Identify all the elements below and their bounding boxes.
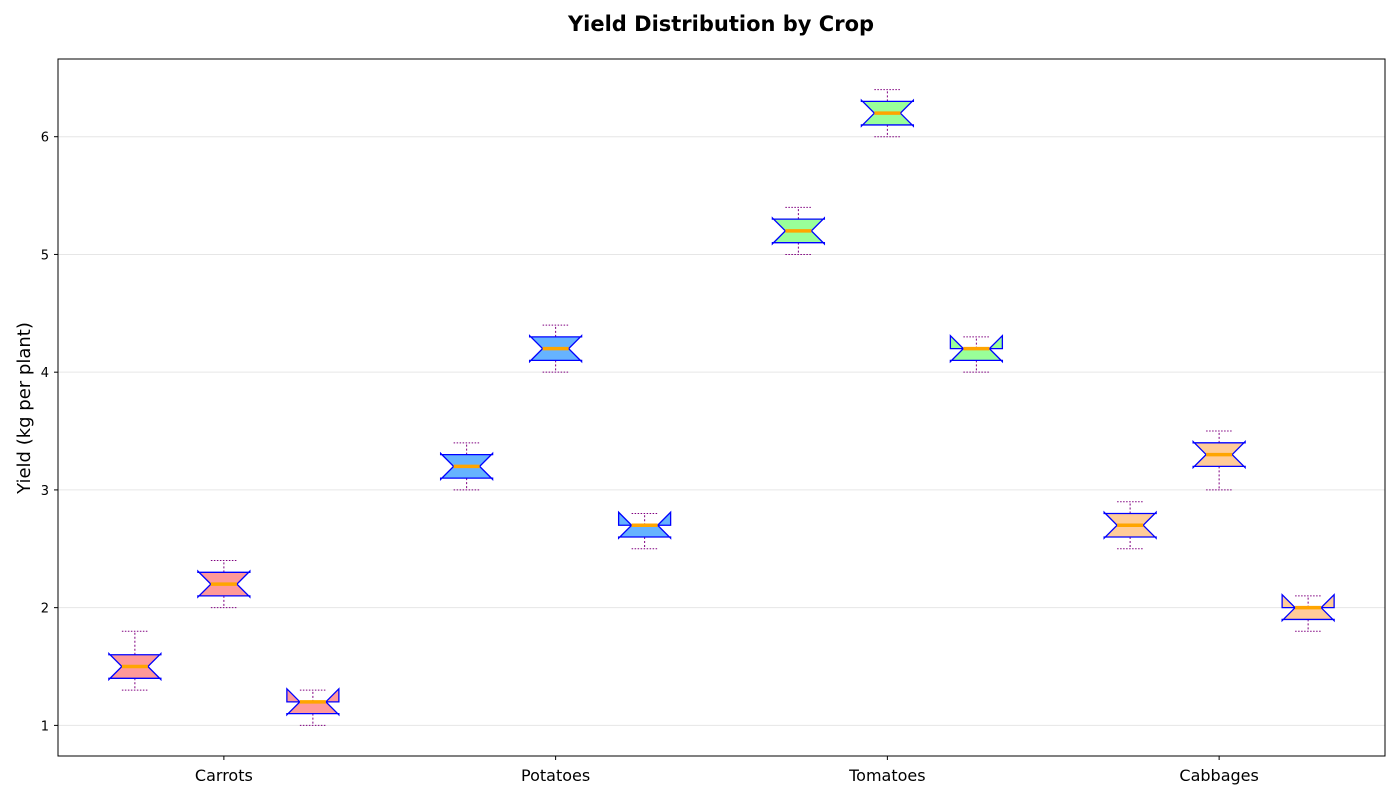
box-plot [617, 510, 672, 550]
y-tick-label: 1 [41, 719, 49, 734]
x-tick-label: Potatoes [521, 766, 590, 785]
x-tick-label: Tomatoes [848, 766, 925, 785]
y-tick-label: 6 [41, 131, 49, 146]
box-plot [286, 687, 340, 726]
box-group-carrots [108, 560, 340, 726]
box-plot [1103, 501, 1157, 550]
box-group-cabbages [1103, 430, 1335, 632]
grid-lines [58, 136, 1385, 726]
y-axis-ticks: 1 2 3 4 5 6 [41, 131, 58, 734]
x-tick-label: Cabbages [1179, 766, 1258, 785]
x-tick-label: Carrots [195, 766, 253, 785]
chart-title: Yield Distribution by Crop [567, 12, 874, 36]
box-plot [949, 334, 1004, 373]
plot-frame [57, 58, 1386, 757]
x-axis-ticks: Carrots Potatoes Tomatoes Cabbages [195, 756, 1259, 785]
y-tick-label: 3 [41, 484, 49, 499]
y-axis-label: Yield (kg per plant) [14, 322, 35, 495]
box-plot [528, 324, 583, 373]
y-tick-label: 5 [41, 248, 49, 263]
box-group-potatoes [439, 324, 672, 550]
box-plot [197, 560, 251, 609]
box-plot [771, 206, 826, 255]
y-tick-label: 4 [41, 366, 49, 381]
box-plot [1192, 430, 1246, 491]
box-group-tomatoes [771, 89, 1004, 373]
y-tick-label: 2 [41, 602, 49, 617]
box-plot [860, 89, 915, 138]
box-plot [108, 630, 162, 691]
box-plot [439, 442, 494, 491]
box-plot [1281, 593, 1335, 632]
box-groups [108, 89, 1335, 726]
